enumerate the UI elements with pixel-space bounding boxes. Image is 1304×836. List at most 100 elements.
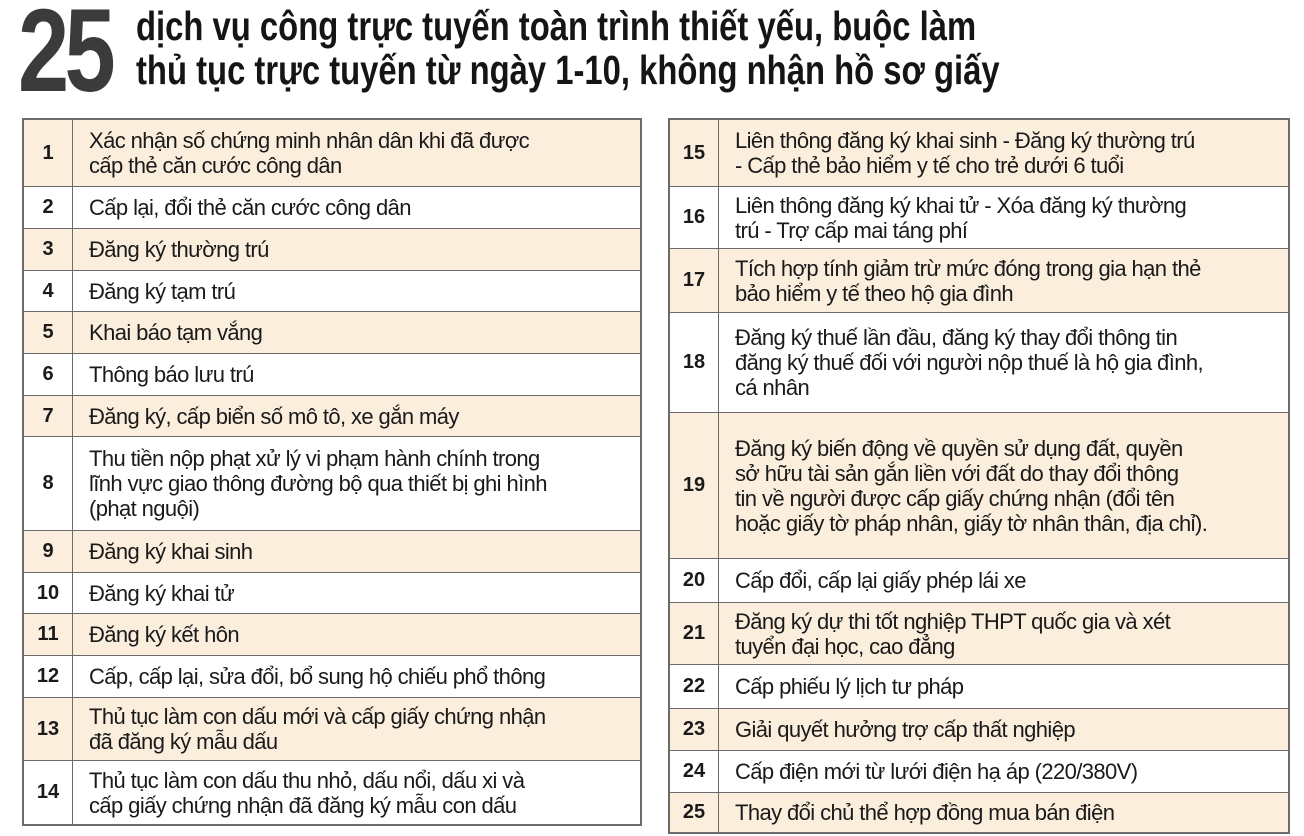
row-number: 25 xyxy=(670,793,719,832)
service-name: Cấp đổi, cấp lại giấy phép lái xe xyxy=(719,559,1288,602)
service-name-line: Thay đổi chủ thể hợp đồng mua bán điện xyxy=(735,800,1115,825)
table-row: 22 Cấp phiếu lý lịch tư pháp xyxy=(670,664,1288,708)
service-name: Giải quyết hưởng trợ cấp thất nghiệp xyxy=(719,709,1288,750)
service-name: Đăng ký khai tử xyxy=(73,573,640,613)
service-name-line: Cấp điện mới từ lưới điện hạ áp (220/380… xyxy=(735,759,1138,784)
service-name-line: cấp giấy chứng nhận đã đăng ký mẫu con d… xyxy=(89,792,517,818)
service-name-line: Liên thông đăng ký khai tử - Xóa đăng ký… xyxy=(735,192,1187,218)
service-name: Thu tiền nộp phạt xử lý vi phạm hành chí… xyxy=(73,437,640,530)
service-name-line: Đăng ký khai sinh xyxy=(89,539,253,564)
row-number: 13 xyxy=(24,698,73,760)
table-row: 25 Thay đổi chủ thể hợp đồng mua bán điện xyxy=(670,792,1288,832)
row-number: 8 xyxy=(24,437,73,530)
row-number: 1 xyxy=(24,120,73,186)
headline-line-2: thủ tục trực tuyến từ ngày 1-10, không n… xyxy=(136,47,1000,93)
service-name: Đăng ký khai sinh xyxy=(73,531,640,572)
table-row: 23 Giải quyết hưởng trợ cấp thất nghiệp xyxy=(670,708,1288,750)
service-name-line: đã đăng ký mẫu dấu xyxy=(89,729,278,754)
row-number: 9 xyxy=(24,531,73,572)
service-name: Cấp điện mới từ lưới điện hạ áp (220/380… xyxy=(719,751,1288,792)
headline-number: 25 xyxy=(18,0,116,117)
service-name-line: Thông báo lưu trú xyxy=(89,362,254,387)
row-number: 16 xyxy=(670,187,719,248)
table-row: 12 Cấp, cấp lại, sửa đổi, bổ sung hộ chiế… xyxy=(24,655,640,697)
row-number: 4 xyxy=(24,271,73,311)
row-number: 15 xyxy=(670,120,719,186)
table-row: 19 Đăng ký biến động về quyền sử dụng đất… xyxy=(670,412,1288,558)
service-name-line: tin về người được cấp giấy chứng nhận (đ… xyxy=(735,485,1175,511)
row-number: 2 xyxy=(24,187,73,228)
table-row: 1 Xác nhận số chứng minh nhân dân khi đã … xyxy=(24,120,640,186)
service-name: Thủ tục làm con dấu mới và cấp giấy chứn… xyxy=(73,698,640,760)
row-number: 3 xyxy=(24,229,73,270)
table-row: 16 Liên thông đăng ký khai tử - Xóa đăng … xyxy=(670,186,1288,248)
service-name-line: lĩnh vực giao thông đường bộ qua thiết b… xyxy=(89,471,547,496)
service-name-line: Liên thông đăng ký khai sinh - Đăng ký t… xyxy=(735,128,1195,153)
headline: dịch vụ công trực tuyến toàn trình thiết… xyxy=(136,4,1000,92)
service-name: Thủ tục làm con dấu thu nhỏ, dấu nổi, dấ… xyxy=(73,761,640,824)
table-row: 5 Khai báo tạm vắng xyxy=(24,311,640,353)
row-number: 5 xyxy=(24,312,73,353)
table-row: 15 Liên thông đăng ký khai sinh - Đăng ký… xyxy=(670,120,1288,186)
service-name-line: Cấp, cấp lại, sửa đổi, bổ sung hộ chiếu … xyxy=(89,664,546,689)
service-name-line: Giải quyết hưởng trợ cấp thất nghiệp xyxy=(735,717,1076,742)
service-name-line: Đăng ký kết hôn xyxy=(89,622,240,647)
table-row: 20 Cấp đổi, cấp lại giấy phép lái xe xyxy=(670,558,1288,602)
services-table-left: 1 Xác nhận số chứng minh nhân dân khi đã … xyxy=(22,118,642,826)
service-name-line: Khai báo tạm vắng xyxy=(89,320,263,345)
table-row: 14 Thủ tục làm con dấu thu nhỏ, dấu nổi, … xyxy=(24,760,640,824)
service-name-line: trú - Trợ cấp mai táng phí xyxy=(735,217,968,243)
service-name-line: Cấp đổi, cấp lại giấy phép lái xe xyxy=(735,568,1026,593)
service-name-line: Thu tiền nộp phạt xử lý vi phạm hành chí… xyxy=(89,446,540,471)
service-name-line: bảo hiểm y tế theo hộ gia đình xyxy=(735,280,1014,306)
service-name-line: - Cấp thẻ bảo hiểm y tế cho trẻ dưới 6 t… xyxy=(735,153,1124,178)
service-name: Cấp phiếu lý lịch tư pháp xyxy=(719,665,1288,708)
table-row: 9 Đăng ký khai sinh xyxy=(24,530,640,572)
service-name-line: Thủ tục làm con dấu thu nhỏ, dấu nổi, dấ… xyxy=(89,767,525,793)
row-number: 17 xyxy=(670,249,719,312)
row-number: 21 xyxy=(670,603,719,664)
service-name-line: Tích hợp tính giảm trừ mức đóng trong gi… xyxy=(735,255,1201,281)
table-row: 2 Cấp lại, đổi thẻ căn cước công dân xyxy=(24,186,640,228)
row-number: 11 xyxy=(24,614,73,655)
service-name: Xác nhận số chứng minh nhân dân khi đã đ… xyxy=(73,120,640,186)
service-name-line: Đăng ký thường trú xyxy=(89,237,269,262)
service-name-line: Đăng ký dự thi tốt nghiệp THPT quốc gia … xyxy=(735,608,1171,634)
service-name: Cấp lại, đổi thẻ căn cước công dân xyxy=(73,187,640,228)
service-name: Đăng ký biến động về quyền sử dụng đất, … xyxy=(719,413,1288,558)
service-name-line: Đăng ký tạm trú xyxy=(89,278,236,304)
row-number: 10 xyxy=(24,573,73,613)
service-name: Đăng ký dự thi tốt nghiệp THPT quốc gia … xyxy=(719,603,1288,664)
service-name: Đăng ký thường trú xyxy=(73,229,640,270)
row-number: 24 xyxy=(670,751,719,792)
row-number: 14 xyxy=(24,761,73,824)
row-number: 22 xyxy=(670,665,719,708)
row-number: 6 xyxy=(24,354,73,395)
service-name: Liên thông đăng ký khai tử - Xóa đăng ký… xyxy=(719,187,1288,248)
row-number: 7 xyxy=(24,396,73,436)
service-name-line: Cấp phiếu lý lịch tư pháp xyxy=(735,674,964,699)
table-row: 18 Đăng ký thuế lần đầu, đăng ký thay đổi… xyxy=(670,312,1288,412)
service-name: Cấp, cấp lại, sửa đổi, bổ sung hộ chiếu … xyxy=(73,656,640,697)
service-name-line: Cấp lại, đổi thẻ căn cước công dân xyxy=(89,195,411,220)
table-row: 4 Đăng ký tạm trú xyxy=(24,270,640,311)
row-number: 12 xyxy=(24,656,73,697)
service-name-line: đăng ký thuế đối với người nộp thuế là h… xyxy=(735,350,1204,375)
table-row: 13 Thủ tục làm con dấu mới và cấp giấy ch… xyxy=(24,697,640,760)
service-name-line: Đăng ký, cấp biển số mô tô, xe gắn máy xyxy=(89,403,459,429)
table-row: 17 Tích hợp tính giảm trừ mức đóng trong … xyxy=(670,248,1288,312)
service-name-line: Đăng ký thuế lần đầu, đăng ký thay đổi t… xyxy=(735,325,1178,350)
table-row: 3 Đăng ký thường trú xyxy=(24,228,640,270)
service-name: Thay đổi chủ thể hợp đồng mua bán điện xyxy=(719,793,1288,832)
service-name-line: hoặc giấy tờ pháp nhân, giấy tờ nhân thâ… xyxy=(735,510,1208,536)
table-row: 7 Đăng ký, cấp biển số mô tô, xe gắn máy xyxy=(24,395,640,436)
service-name-line: Đăng ký biến động về quyền sử dụng đất, … xyxy=(735,435,1183,461)
service-name-line: tuyển đại học, cao đẳng xyxy=(735,633,955,659)
table-row: 10 Đăng ký khai tử xyxy=(24,572,640,613)
table-row: 11 Đăng ký kết hôn xyxy=(24,613,640,655)
service-name-line: sở hữu tài sản gắn liền với đất do thay … xyxy=(735,460,1179,486)
service-name: Liên thông đăng ký khai sinh - Đăng ký t… xyxy=(719,120,1288,186)
service-name-line: Đăng ký khai tử xyxy=(89,580,235,606)
service-name: Khai báo tạm vắng xyxy=(73,312,640,353)
row-number: 23 xyxy=(670,709,719,750)
